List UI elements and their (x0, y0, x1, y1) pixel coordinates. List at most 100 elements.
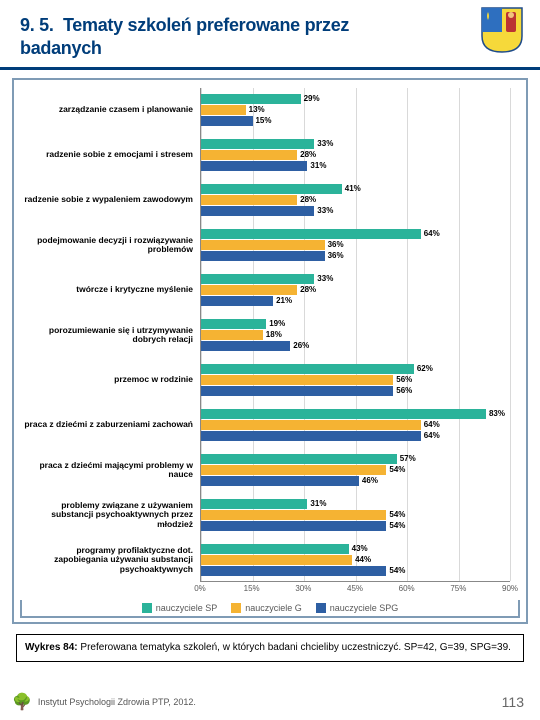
bar-g (201, 150, 297, 160)
legend-swatch (142, 603, 152, 613)
bar-g (201, 105, 246, 115)
bar-g (201, 195, 297, 205)
gridline (356, 88, 357, 581)
bar-value-label: 28% (300, 285, 316, 295)
bar-value-label: 43% (352, 544, 368, 554)
bar-value-label: 54% (389, 510, 405, 520)
footer-institute: Instytut Psychologii Zdrowia PTP, 2012. (38, 697, 196, 707)
legend-label: nauczyciele SPG (330, 603, 399, 613)
bar-value-label: 26% (293, 341, 309, 351)
category-label: twórcze i krytyczne myślenie (21, 274, 197, 306)
bar-value-label: 57% (400, 454, 416, 464)
bar-value-label: 19% (269, 319, 285, 329)
bar-sp (201, 274, 314, 284)
bar-sp (201, 499, 307, 509)
title-line-2: badanych (20, 38, 102, 58)
bar-sp (201, 319, 266, 329)
legend-label: nauczyciele SP (156, 603, 218, 613)
bar-value-label: 31% (310, 499, 326, 509)
bar-value-label: 33% (317, 139, 333, 149)
coat-of-arms-icon (480, 6, 524, 54)
bar-spg (201, 476, 359, 486)
bar-value-label: 64% (424, 431, 440, 441)
bar-value-label: 18% (266, 330, 282, 340)
legend-label: nauczyciele G (245, 603, 302, 613)
bar-g (201, 510, 386, 520)
bar-value-label: 56% (396, 386, 412, 396)
bar-spg (201, 251, 325, 261)
bar-value-label: 56% (396, 375, 412, 385)
x-tick-label: 15% (244, 584, 260, 593)
caption-label: Wykres 84: (25, 642, 78, 653)
caption-text: Preferowana tematyka szkoleń, w których … (78, 642, 511, 653)
bar-value-label: 31% (310, 161, 326, 171)
bar-value-label: 41% (345, 184, 361, 194)
chart-container: zarządzanie czasem i planowanie29%13%15%… (0, 70, 540, 628)
bar-sp (201, 409, 486, 419)
bar-value-label: 33% (317, 206, 333, 216)
bar-spg (201, 521, 386, 531)
bar-value-label: 36% (328, 240, 344, 250)
bar-value-label: 54% (389, 566, 405, 576)
bar-value-label: 28% (300, 195, 316, 205)
legend: nauczyciele SP nauczyciele G nauczyciele S… (20, 600, 520, 618)
bar-g (201, 465, 386, 475)
category-label: podejmowanie decyzji i rozwiązywanie pro… (21, 229, 197, 261)
bar-g (201, 330, 263, 340)
category-label: praca z dziećmi mającymi problemy w nauc… (21, 454, 197, 486)
page-number: 113 (502, 694, 524, 710)
tree-icon: 🌳 (12, 692, 32, 712)
gridline (510, 88, 511, 581)
category-label: przemoc w rodzinie (21, 364, 197, 396)
bar-sp (201, 229, 421, 239)
category-label: praca z dziećmi z zaburzeniami zachowań (21, 409, 197, 441)
bar-g (201, 285, 297, 295)
bar-sp (201, 544, 349, 554)
category-label: porozumiewanie się i utrzymywanie dobryc… (21, 319, 197, 351)
x-tick-label: 0% (194, 584, 206, 593)
bar-value-label: 54% (389, 465, 405, 475)
bar-value-label: 46% (362, 476, 378, 486)
bar-g (201, 420, 421, 430)
category-label: radzenie sobie z emocjami i stresem (21, 139, 197, 171)
bar-value-label: 21% (276, 296, 292, 306)
title-line-1: Tematy szkoleń preferowane przez (63, 15, 349, 35)
bar-value-label: 64% (424, 420, 440, 430)
section-number: 9. 5. (20, 15, 54, 35)
x-axis: 0%15%30%45%60%75%90% (200, 582, 510, 598)
x-tick-label: 30% (295, 584, 311, 593)
bar-g (201, 375, 393, 385)
category-label: radzenie sobie z wypaleniem zawodowym (21, 184, 197, 216)
bar-value-label: 28% (300, 150, 316, 160)
bar-spg (201, 161, 307, 171)
bar-sp (201, 184, 342, 194)
gridline (459, 88, 460, 581)
bar-sp (201, 94, 301, 104)
gridline (407, 88, 408, 581)
category-label: programy profilaktyczne dot. zapobiegani… (21, 544, 197, 576)
legend-item: nauczyciele G (231, 603, 302, 613)
legend-item: nauczyciele SPG (316, 603, 399, 613)
bar-spg (201, 341, 290, 351)
x-tick-label: 45% (347, 584, 363, 593)
legend-swatch (316, 603, 326, 613)
x-tick-label: 75% (450, 584, 466, 593)
bar-value-label: 13% (249, 105, 265, 115)
chart-box: zarządzanie czasem i planowanie29%13%15%… (12, 78, 528, 624)
page-footer: 🌳 Instytut Psychologii Zdrowia PTP, 2012… (0, 692, 540, 712)
x-tick-label: 60% (399, 584, 415, 593)
bar-spg (201, 431, 421, 441)
figure-caption: Wykres 84: Preferowana tematyka szkoleń,… (16, 634, 524, 662)
bar-value-label: 44% (355, 555, 371, 565)
bar-value-label: 64% (424, 229, 440, 239)
bar-spg (201, 206, 314, 216)
plot-area: zarządzanie czasem i planowanie29%13%15%… (200, 88, 510, 582)
bar-spg (201, 566, 386, 576)
bar-value-label: 36% (328, 251, 344, 261)
category-label: problemy związane z używaniem substancji… (21, 499, 197, 531)
bar-sp (201, 454, 397, 464)
bar-value-label: 54% (389, 521, 405, 531)
bar-value-label: 83% (489, 409, 505, 419)
bar-value-label: 29% (304, 94, 320, 104)
bar-spg (201, 116, 253, 126)
